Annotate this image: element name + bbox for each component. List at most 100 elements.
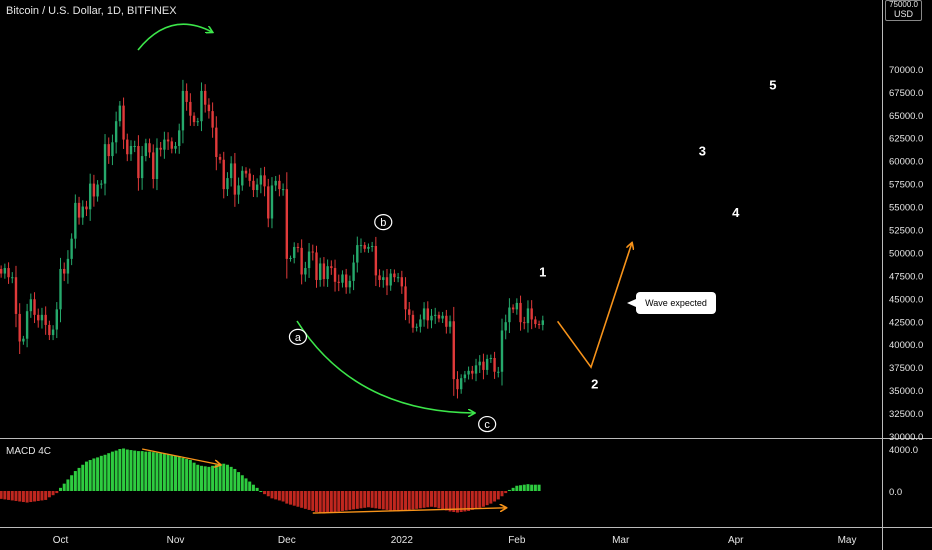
candle-body xyxy=(326,266,329,280)
candle-body xyxy=(356,245,359,263)
candle-body xyxy=(233,163,237,195)
candle-body xyxy=(393,273,396,278)
candle-body xyxy=(44,314,47,325)
macd-bar xyxy=(177,456,181,491)
macd-bar xyxy=(307,491,311,510)
candle-body xyxy=(344,274,348,288)
candle-body xyxy=(259,175,263,185)
candle-body xyxy=(471,370,474,374)
wave-number-label: 1 xyxy=(539,265,546,280)
candle-body xyxy=(222,159,225,190)
candle-body xyxy=(18,313,21,342)
candle-body xyxy=(140,156,144,179)
candle-body xyxy=(526,308,530,324)
macd-bar xyxy=(44,491,48,500)
price-tick-label: 47500.0 xyxy=(889,271,923,282)
macd-bar xyxy=(25,491,29,503)
price-tick-label: 50000.0 xyxy=(889,248,923,259)
candle-body xyxy=(22,338,25,342)
macd-bar xyxy=(162,453,166,491)
candle-body xyxy=(389,273,392,286)
candle-body xyxy=(70,238,73,259)
candle-body xyxy=(81,206,84,218)
macd-bar xyxy=(337,491,341,512)
candle-body xyxy=(352,262,355,281)
macd-bar xyxy=(437,491,441,509)
candle-body xyxy=(92,183,96,197)
candle-body xyxy=(51,329,55,336)
candle-body xyxy=(96,184,99,197)
macd-bar xyxy=(396,491,400,512)
candle-body xyxy=(319,263,322,280)
macd-bar xyxy=(70,475,74,491)
candle-body xyxy=(40,314,44,321)
macd-bar xyxy=(452,491,456,512)
candle-body xyxy=(330,266,333,269)
macd-bar xyxy=(10,491,14,501)
candle-body xyxy=(155,147,159,180)
candle-body xyxy=(0,268,3,274)
candle-body xyxy=(311,251,314,253)
macd-bar xyxy=(211,465,215,491)
candle-body xyxy=(85,206,88,210)
macd-bar xyxy=(281,491,285,502)
candle-body xyxy=(107,144,110,157)
candle-body xyxy=(419,319,422,327)
candle-body xyxy=(244,170,248,174)
price-candles xyxy=(0,79,544,399)
candle-body xyxy=(504,322,507,331)
candle-body xyxy=(422,308,426,320)
candle-body xyxy=(77,202,81,218)
macd-bar xyxy=(244,478,248,491)
macd-bar xyxy=(266,491,270,497)
macd-bar xyxy=(326,491,330,514)
macd-bar xyxy=(274,491,278,500)
macd-bar xyxy=(144,451,148,491)
candle-body xyxy=(289,257,292,259)
candle-body xyxy=(304,268,307,275)
candle-body xyxy=(511,307,515,310)
currency-badge[interactable]: 75000.0 USD xyxy=(885,0,922,21)
macd-bar xyxy=(192,462,196,491)
time-tick-label: Dec xyxy=(278,535,296,546)
macd-bar xyxy=(370,491,374,508)
time-tick-label: May xyxy=(838,535,857,546)
macd-bar xyxy=(110,451,114,491)
macd-bar xyxy=(255,487,259,491)
candle-body xyxy=(55,309,58,330)
macd-bar xyxy=(96,457,100,491)
candle-body xyxy=(411,314,415,328)
macd-bar xyxy=(7,491,11,500)
candle-body xyxy=(285,189,289,259)
candle-body xyxy=(274,180,277,186)
candle-body xyxy=(226,178,229,190)
candle-body xyxy=(111,142,114,157)
macd-bar xyxy=(363,491,367,508)
candle-body xyxy=(166,139,170,142)
macd-bar xyxy=(125,449,129,491)
candle-body xyxy=(118,105,122,122)
candle-body xyxy=(434,314,437,316)
macd-bar xyxy=(407,491,411,510)
price-tick-label: 37500.0 xyxy=(889,363,923,374)
candle-body xyxy=(37,314,40,321)
candle-body xyxy=(103,144,107,184)
macd-bar xyxy=(233,468,237,491)
candle-body xyxy=(144,143,148,157)
macd-bar xyxy=(196,464,200,491)
macd-bar xyxy=(118,449,122,491)
macd-bar xyxy=(218,463,222,491)
macd-bar xyxy=(251,484,255,491)
candle-body xyxy=(385,277,389,286)
price-tick-label: 65000.0 xyxy=(889,111,923,122)
macd-bar xyxy=(203,466,207,491)
macd-bar xyxy=(174,455,178,491)
macd-bar xyxy=(59,487,62,491)
candle-body xyxy=(3,268,7,274)
price-tick-label: 30000.0 xyxy=(889,432,923,443)
candle-body xyxy=(467,370,470,375)
time-tick-label: Apr xyxy=(728,535,744,546)
candle-body xyxy=(270,185,274,219)
macd-bar xyxy=(378,491,382,509)
